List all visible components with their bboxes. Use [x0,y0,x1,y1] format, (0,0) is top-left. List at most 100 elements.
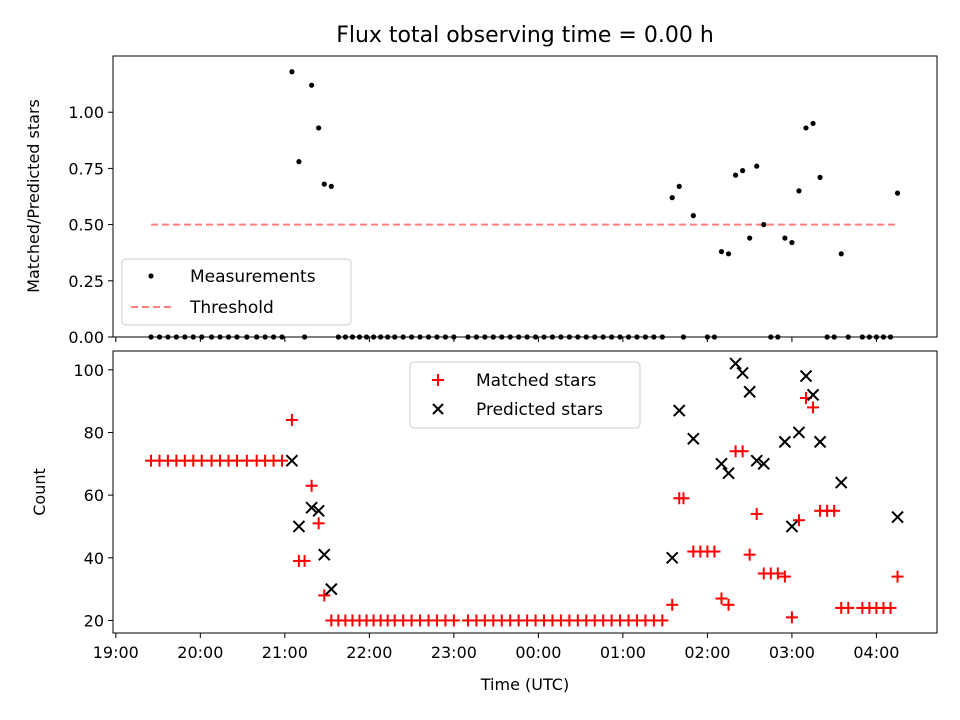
measurement-point [417,334,423,340]
x-tick-label: 02:00 [684,643,730,662]
bottom-axes-frame [112,350,938,634]
measurement-point [754,163,760,169]
measurement-point [370,334,377,340]
y-tick-label: 20 [84,611,104,630]
measurement-point [321,181,327,187]
measurement-points [148,69,901,340]
measurement-point [803,125,809,131]
matched-star-point [276,454,289,467]
y-tick-label: 0.25 [68,272,104,291]
measurement-point [516,334,522,340]
top-chart-title: Flux total observing time = 0.00 h [336,23,714,48]
predicted-stars-points [285,357,904,596]
measurement-point [473,334,480,340]
predicted-star-point [305,501,318,514]
measurement-point [270,334,277,340]
measurement-point [363,334,370,340]
y-tick-label: 0.50 [68,216,104,235]
measurement-point [524,334,530,340]
measurement-point [880,334,887,340]
measurement-point [680,334,687,340]
measurement-point [810,120,816,127]
top-legend-box [121,258,352,326]
measurement-point [575,334,581,340]
top-y-axis-label: Matched/Predicted stars [24,99,43,293]
x-tick-label: 19:00 [93,643,139,662]
predicted-star-point [292,520,306,533]
measurement-point [349,334,356,340]
matched-star-point [785,611,798,624]
top-x-axis-ticks [115,337,877,342]
measurement-point [609,334,615,340]
measurement-point [669,195,675,201]
y-tick-label: 100 [73,361,104,380]
predicted-star-point [722,466,735,480]
measurement-point [676,183,682,189]
x-tick-label: 01:00 [600,643,646,662]
measurement-point [711,334,718,340]
bottom-x-axis-label: Time (UTC) [480,675,569,694]
matched-star-point [708,545,721,558]
measurement-point [309,82,315,88]
matched-star-point [750,507,763,520]
predicted-star-point [891,510,904,524]
legend-measurements-label: Measurements [190,267,316,287]
measurement-point [254,334,260,340]
x-tick-label: 23:00 [431,643,477,662]
bottom-y-axis-label: Count [30,468,49,516]
measurement-point [442,334,449,340]
x-tick-label: 03:00 [769,643,815,662]
bottom-legend-box [409,361,641,429]
measurement-point [859,334,865,340]
matched-star-point [666,598,679,611]
measurement-point [634,334,640,340]
measurement-point [732,172,739,178]
matched-star-point [447,614,460,627]
measurement-point [173,334,179,340]
x-tick-label: 21:00 [262,643,308,662]
measurement-point [796,188,802,194]
measurement-point [541,334,547,340]
predicted-star-point [792,426,806,439]
measurement-point [659,334,665,340]
matched-star-point [715,592,728,605]
measurement-point [316,125,322,131]
measurement-point [583,334,589,340]
measurement-point [342,334,349,340]
predicted-star-point [835,476,848,489]
measurement-point [747,235,753,241]
measurement-point [385,334,391,340]
matched-star-point [884,601,897,614]
predicted-star-point [325,582,338,596]
measurement-point [690,213,696,219]
matched-star-point [722,598,735,611]
measurement-point [625,334,632,340]
matched-star-point [842,601,855,614]
measurement-point [507,334,513,340]
measurement-point [532,334,539,340]
measurement-point [789,239,795,246]
measurement-point [225,334,232,340]
predicted-star-point [813,435,827,449]
predicted-star-point [318,548,331,561]
measurement-point [392,334,398,340]
measurement-point [425,334,432,340]
matched-star-point [792,514,805,527]
y-tick-label: 80 [84,423,104,442]
measurement-point [600,334,606,340]
measurement-point [296,159,302,165]
measurement-point [549,334,556,340]
measurement-point [434,334,440,340]
measurement-point [165,334,171,340]
x-tick-label: 00:00 [515,643,561,662]
measurement-point [289,69,295,75]
matched-star-point [891,570,904,583]
measurement-point [845,334,851,340]
predicted-star-point [687,432,700,445]
matched-star-point [305,479,318,492]
y-tick-label: 1.00 [68,103,104,122]
predicted-star-point [285,454,299,467]
matched-star-point [285,413,298,426]
measurement-point [301,334,308,340]
measurement-point [782,235,788,241]
